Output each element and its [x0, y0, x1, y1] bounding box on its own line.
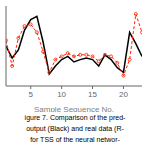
- html-text:output (Black) and real data (: output (Black) and real data (R-: [26, 125, 124, 132]
- html-text:for TSS of the neural networ-: for TSS of the neural networ-: [30, 136, 120, 143]
- svg-text:5: 5: [29, 90, 34, 99]
- svg-text:20: 20: [119, 90, 128, 99]
- html-text:igure 7. Comparison of the pre: igure 7. Comparison of the pred-: [24, 114, 126, 121]
- svg-text:Sample Sequence No.: Sample Sequence No.: [34, 105, 114, 112]
- svg-text:15: 15: [88, 90, 97, 99]
- svg-text:10: 10: [57, 90, 66, 99]
